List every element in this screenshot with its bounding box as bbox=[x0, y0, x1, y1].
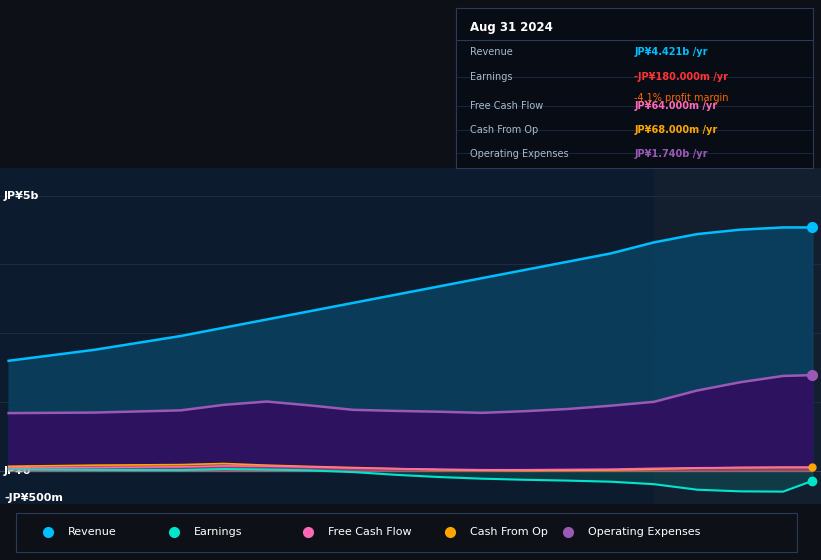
Text: Earnings: Earnings bbox=[470, 72, 512, 82]
Text: Revenue: Revenue bbox=[470, 46, 512, 57]
Text: Cash From Op: Cash From Op bbox=[470, 125, 539, 135]
Text: -JP¥180.000m /yr: -JP¥180.000m /yr bbox=[635, 72, 728, 82]
Text: JP¥68.000m /yr: JP¥68.000m /yr bbox=[635, 125, 718, 135]
FancyBboxPatch shape bbox=[16, 513, 796, 552]
Text: Earnings: Earnings bbox=[194, 527, 242, 537]
Text: Operating Expenses: Operating Expenses bbox=[588, 527, 700, 537]
Text: -4.1% profit margin: -4.1% profit margin bbox=[635, 93, 729, 103]
Text: Aug 31 2024: Aug 31 2024 bbox=[470, 21, 553, 34]
Bar bbox=[654, 168, 821, 504]
Text: Cash From Op: Cash From Op bbox=[470, 527, 548, 537]
Text: JP¥1.740b /yr: JP¥1.740b /yr bbox=[635, 149, 708, 159]
Text: JP¥0: JP¥0 bbox=[4, 466, 31, 476]
Text: Revenue: Revenue bbox=[67, 527, 117, 537]
Text: JP¥64.000m /yr: JP¥64.000m /yr bbox=[635, 101, 718, 111]
Text: JP¥5b: JP¥5b bbox=[4, 190, 39, 200]
Text: Free Cash Flow: Free Cash Flow bbox=[470, 101, 544, 111]
Text: -JP¥500m: -JP¥500m bbox=[4, 493, 63, 503]
Text: Free Cash Flow: Free Cash Flow bbox=[328, 527, 411, 537]
Text: Operating Expenses: Operating Expenses bbox=[470, 149, 569, 159]
Text: JP¥4.421b /yr: JP¥4.421b /yr bbox=[635, 46, 708, 57]
